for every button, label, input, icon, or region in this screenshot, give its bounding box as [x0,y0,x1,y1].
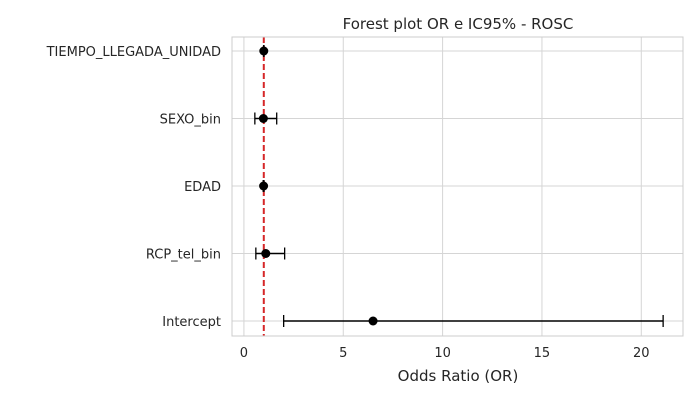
grid-lines [232,37,683,336]
y-tick-label: SEXO_bin [160,113,221,128]
data-marks [254,45,664,327]
x-tick-label: 15 [534,346,551,361]
or-point [259,181,269,191]
or-point [261,249,271,258]
y-tick-label: Intercept [162,315,221,330]
x-axis-label: Odds Ratio (OR) [398,367,519,385]
x-tick-label: 5 [339,346,347,361]
x-tick-label: 20 [633,346,650,361]
axes-frame [231,36,684,337]
plot-frame [231,36,684,337]
tick-labels: 0 5 10 15 20 TIEMPO_LLEGADA_UNIDAD SEXO_bin EDA… [46,45,650,361]
or-point [258,114,268,123]
y-tick-label: TIEMPO_LLEGADA_UNIDAD [46,45,221,60]
y-tick-label: EDAD [184,180,221,195]
or-point [368,316,378,326]
x-tick-label: 10 [434,346,451,361]
or-point [259,46,269,56]
y-tick-label: RCP_tel_bin [146,248,221,263]
chart-title: Forest plot OR e IC95% - ROSC [343,15,574,33]
x-tick-label: 0 [240,346,248,361]
